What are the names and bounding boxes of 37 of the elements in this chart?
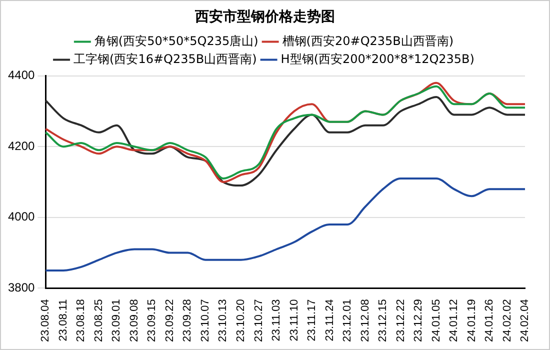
x-tick-label: 23.11.03 — [270, 299, 283, 342]
x-tick-label: 24.01.19 — [466, 299, 478, 342]
y-tick-label: 4400 — [8, 68, 36, 82]
x-tick-label: 23.08.04 — [40, 299, 52, 342]
x-tick-label: 23.10.07 — [199, 299, 212, 342]
legend-label: H型钢(西安200*200*8*12Q235B) — [280, 52, 474, 66]
x-tick-label: 23.08.18 — [75, 299, 88, 342]
x-tick-label: 23.10.27 — [252, 299, 265, 342]
x-tick-label: 23.08.11 — [57, 299, 70, 342]
y-tick-label: 4200 — [8, 138, 36, 153]
x-tick-label: 23.09.08 — [128, 299, 140, 342]
x-tick-label: 24.01.26 — [484, 299, 496, 342]
x-tick-label: 23.12.01 — [342, 299, 354, 342]
y-tick-label: 3800 — [8, 280, 36, 294]
x-tick-label: 23.11.10 — [288, 299, 300, 342]
x-tick-label: 24.01.12 — [448, 299, 460, 342]
x-tick-label: 23.09.01 — [110, 299, 123, 342]
x-tick-label: 23.09.22 — [164, 299, 176, 342]
x-tick-label: 23.10.13 — [217, 299, 230, 342]
x-tick-label: 23.08.25 — [92, 299, 105, 342]
x-tick-label: 24.02.04 — [519, 299, 532, 342]
x-tick-label: 23.12.22 — [394, 299, 407, 342]
y-tick-label: 4000 — [8, 210, 36, 224]
x-tick-label: 24.02.02 — [501, 299, 514, 342]
x-tick-label: 23.12.08 — [359, 299, 372, 342]
x-tick-label: 23.12.15 — [377, 299, 390, 342]
legend-label: 角钢(西安50*50*5Q235唐山) — [94, 34, 258, 48]
x-tick-label: 23.11.24 — [324, 299, 336, 342]
x-tick-label: 23.09.28 — [182, 299, 194, 342]
legend-label: 槽钢(西安20#Q235B山西晋南) — [282, 34, 454, 48]
x-tick-label: 23.09.15 — [146, 299, 158, 342]
x-tick-label: 23.11.17 — [306, 299, 318, 342]
legend-label: 工字钢(西安16#Q235B山西晋南) — [74, 52, 257, 66]
chart-title: 西安市型钢价格走势图 — [194, 8, 335, 26]
x-tick-label: 23.10.20 — [235, 299, 247, 342]
x-tick-label: 24.01.05 — [430, 299, 442, 342]
x-tick-label: 23.12.29 — [412, 299, 425, 342]
